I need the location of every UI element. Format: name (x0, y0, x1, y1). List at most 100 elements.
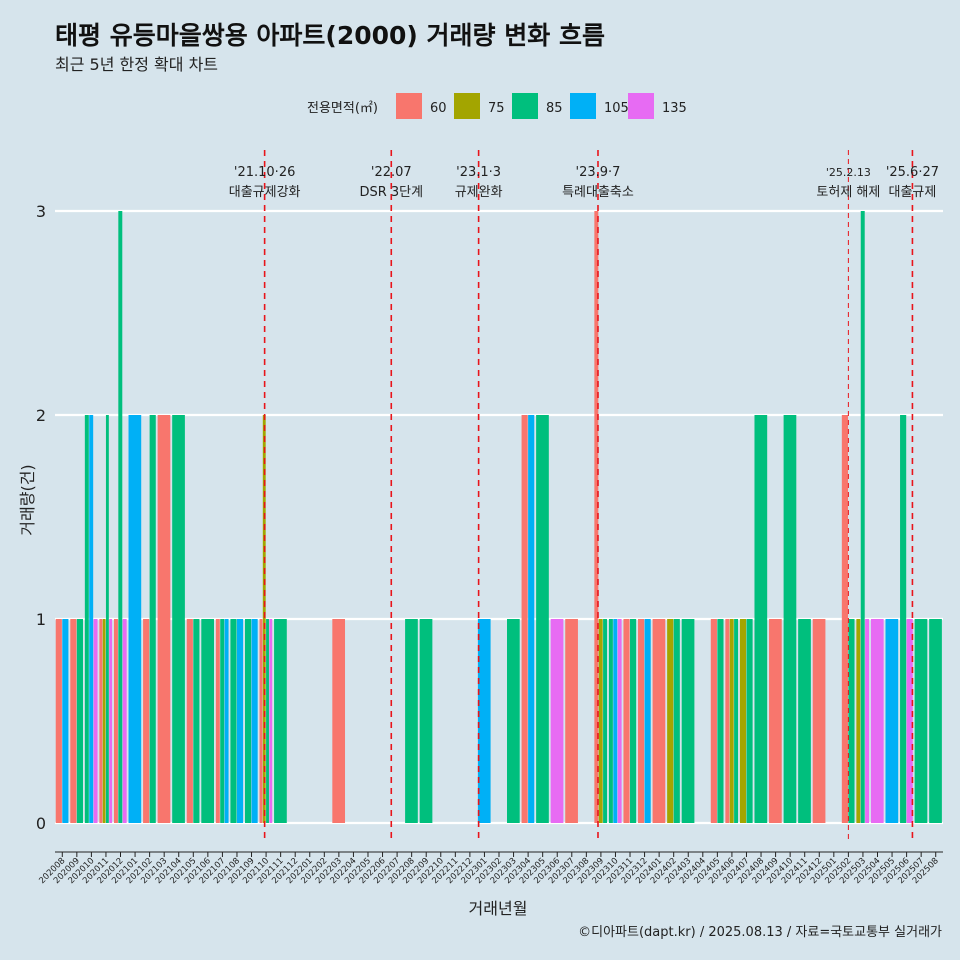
bar-202209-85 (419, 619, 433, 823)
legend-swatch-105 (570, 93, 596, 119)
legend-swatch-60 (396, 93, 422, 119)
bar-202011-75 (102, 619, 106, 823)
bar-202010-135 (93, 619, 98, 823)
bar-202106-85 (201, 619, 215, 823)
event-title-label: DSR 3단계 (359, 185, 423, 200)
legend-label-75: 75 (488, 101, 505, 116)
bar-202503-75 (856, 619, 861, 823)
y-axis-label: 거래량(건) (18, 464, 37, 535)
bar-202506-85 (900, 415, 907, 823)
bar-202208-85 (405, 619, 418, 823)
bar-202102-60 (143, 619, 150, 823)
bar-202508-85 (929, 619, 942, 823)
y-tick-label: 3 (36, 202, 46, 221)
bar-202401-60 (652, 619, 666, 823)
chart-subtitle: 최근 5년 한정 확대 차트 (55, 55, 218, 74)
event-date-label: '22.07 (371, 165, 412, 180)
bar-202503-135 (865, 619, 870, 823)
bar-202011-85 (105, 415, 109, 823)
legend-label-105: 105 (604, 101, 629, 116)
bar-202507-85 (914, 619, 928, 823)
bar-202309-75 (598, 619, 603, 823)
bar-202412-60 (812, 619, 826, 823)
bar-202012-60 (113, 619, 118, 823)
bar-202310-135 (617, 619, 622, 823)
bar-202110-60 (259, 619, 263, 823)
bar-202506-135 (906, 619, 913, 823)
bar-202406-75 (729, 619, 734, 823)
bar-202403-85 (681, 619, 695, 823)
x-axis: 2020082020092020102020112020122021012021… (37, 851, 943, 886)
event-date-label: '23.1·3 (456, 165, 501, 180)
bar-202409-60 (769, 619, 782, 823)
bar-202407-85 (746, 619, 753, 823)
bar-202110-135 (269, 619, 273, 823)
bar-202311-85 (630, 619, 637, 823)
bar-202402-85 (673, 619, 680, 823)
bar-202105-60 (186, 619, 193, 823)
bar-202012-135 (122, 619, 127, 823)
bar-202407-75 (739, 619, 747, 823)
event-title-label: 대출규제강화 (229, 185, 301, 200)
bar-202505-105 (885, 619, 899, 823)
legend-swatch-85 (512, 93, 538, 119)
bar-202306-135 (550, 619, 564, 823)
bar-202011-135 (109, 619, 113, 823)
bar-202008-60 (55, 619, 62, 823)
bar-202503-85 (860, 211, 865, 823)
event-title-label: 대출규제 (889, 185, 937, 200)
bar-202107-105 (224, 619, 229, 823)
bar-202110-75 (262, 415, 266, 823)
bar-202108-105 (236, 619, 244, 823)
bar-202408-85 (754, 415, 768, 823)
legend-label-135: 135 (662, 101, 687, 116)
event-title-label: 규제완화 (455, 185, 503, 200)
bar-202405-60 (710, 619, 717, 823)
bar-202010-105 (89, 415, 94, 823)
bar-202504-135 (870, 619, 884, 823)
bar-202303-85 (507, 619, 520, 823)
bar-202309-60 (594, 211, 599, 823)
bar-202402-75 (667, 619, 674, 823)
bar-202309-85 (603, 619, 608, 823)
bar-202110-85 (266, 619, 269, 823)
bar-202502-60 (841, 415, 848, 823)
bar-202405-85 (717, 619, 724, 823)
y-tick-label: 1 (36, 610, 46, 629)
bar-202102-85 (149, 415, 156, 823)
event-date-label: '25.2.13 (826, 166, 871, 179)
bar-202107-60 (215, 619, 220, 823)
bar-202012-85 (118, 211, 123, 823)
bar-202311-60 (623, 619, 630, 823)
bar-202312-60 (638, 619, 645, 823)
event-date-label: '25.6·27 (886, 165, 939, 180)
event-date-label: '21.10·26 (234, 165, 295, 180)
y-tick-label: 2 (36, 406, 46, 425)
bar-202203-60 (332, 619, 346, 823)
legend-label-60: 60 (430, 101, 447, 116)
legend: 전용면적(㎡) 60 75 85 105 135 (307, 93, 687, 119)
bar-202107-85 (220, 619, 225, 823)
legend-swatch-135 (628, 93, 654, 119)
bar-202307-60 (565, 619, 578, 823)
bar-202411-85 (798, 619, 811, 823)
bar-202406-60 (725, 619, 730, 823)
bar-202009-85 (76, 619, 83, 823)
bar-202108-85 (230, 619, 237, 823)
bar-202301-105 (477, 619, 491, 823)
bar-202011-60 (99, 619, 103, 823)
event-title-label: 특례대출축소 (562, 185, 634, 200)
y-tick-label: 0 (36, 814, 46, 833)
bar-202104-85 (172, 415, 185, 823)
bar-202305-85 (536, 415, 549, 823)
bar-202111-85 (274, 619, 287, 823)
bar-202410-85 (783, 415, 797, 823)
legend-title: 전용면적(㎡) (307, 101, 378, 116)
y-axis: 0 1 2 3 (36, 202, 46, 833)
chart-title: 태평 유등마을쌍용 아파트(2000) 거래량 변화 흐름 (55, 21, 605, 50)
bar-202310-105 (613, 619, 618, 823)
x-axis-label: 거래년월 (469, 899, 528, 918)
bar-202304-60 (521, 415, 528, 823)
bars (55, 211, 942, 823)
